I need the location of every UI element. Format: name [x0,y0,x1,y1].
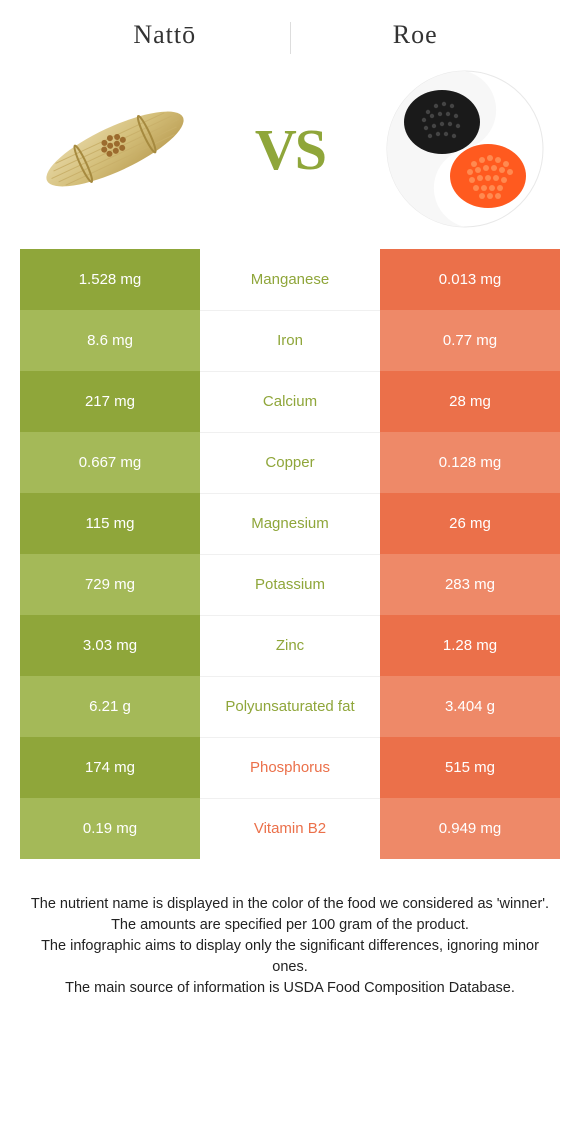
value-right: 0.013 mg [380,249,560,310]
footer-line: The main source of information is USDA F… [25,978,555,999]
value-left: 0.667 mg [20,432,200,493]
nutrient-label: Phosphorus [200,737,380,798]
comparison-table: 1.528 mgManganese0.013 mg8.6 mgIron0.77 … [20,249,560,859]
value-right: 1.28 mg [380,615,560,676]
table-row: 729 mgPotassium283 mg [20,554,560,615]
footer-line: The amounts are specified per 100 gram o… [25,915,555,936]
nutrient-label: Polyunsaturated fat [200,676,380,737]
vs-label: VS [255,116,325,183]
table-row: 6.21 gPolyunsaturated fat3.404 g [20,676,560,737]
value-right: 0.128 mg [380,432,560,493]
nutrient-label: Manganese [200,249,380,310]
footer-line: The nutrient name is displayed in the co… [25,894,555,915]
table-row: 0.667 mgCopper0.128 mg [20,432,560,493]
nutrient-label: Iron [200,310,380,371]
value-left: 729 mg [20,554,200,615]
value-left: 1.528 mg [20,249,200,310]
table-row: 3.03 mgZinc1.28 mg [20,615,560,676]
value-right: 26 mg [380,493,560,554]
table-row: 174 mgPhosphorus515 mg [20,737,560,798]
value-right: 28 mg [380,371,560,432]
value-left: 174 mg [20,737,200,798]
value-left: 8.6 mg [20,310,200,371]
nutrient-label: Magnesium [200,493,380,554]
footer-notes: The nutrient name is displayed in the co… [0,859,580,999]
header: Nattō Roe [0,0,580,64]
food-title-left: Nattō [40,20,290,54]
value-right: 515 mg [380,737,560,798]
value-left: 3.03 mg [20,615,200,676]
roe-image [380,74,550,224]
images-row: VS [0,64,580,249]
food-title-right: Roe [291,20,541,54]
table-row: 0.19 mgVitamin B20.949 mg [20,798,560,859]
nutrient-label: Zinc [200,615,380,676]
natto-image [30,74,200,224]
value-right: 3.404 g [380,676,560,737]
value-left: 6.21 g [20,676,200,737]
footer-line: The infographic aims to display only the… [25,936,555,978]
table-row: 8.6 mgIron0.77 mg [20,310,560,371]
value-left: 115 mg [20,493,200,554]
table-row: 115 mgMagnesium26 mg [20,493,560,554]
nutrient-label: Copper [200,432,380,493]
nutrient-label: Calcium [200,371,380,432]
value-left: 0.19 mg [20,798,200,859]
nutrient-label: Vitamin B2 [200,798,380,859]
table-row: 1.528 mgManganese0.013 mg [20,249,560,310]
value-left: 217 mg [20,371,200,432]
table-row: 217 mgCalcium28 mg [20,371,560,432]
value-right: 0.949 mg [380,798,560,859]
value-right: 0.77 mg [380,310,560,371]
nutrient-label: Potassium [200,554,380,615]
value-right: 283 mg [380,554,560,615]
